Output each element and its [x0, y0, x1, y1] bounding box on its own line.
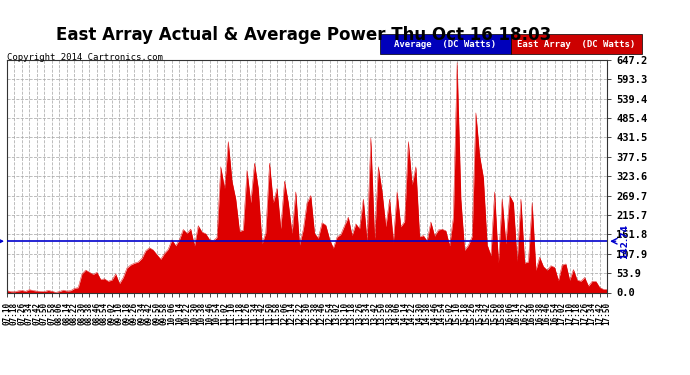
- Text: 142.74: 142.74: [620, 224, 629, 259]
- Text: East Array Actual & Average Power Thu Oct 16 18:03: East Array Actual & Average Power Thu Oc…: [56, 26, 551, 44]
- Text: Copyright 2014 Cartronics.com: Copyright 2014 Cartronics.com: [7, 53, 163, 62]
- Text: Average  (DC Watts): Average (DC Watts): [394, 40, 496, 49]
- Text: East Array  (DC Watts): East Array (DC Watts): [517, 40, 635, 49]
